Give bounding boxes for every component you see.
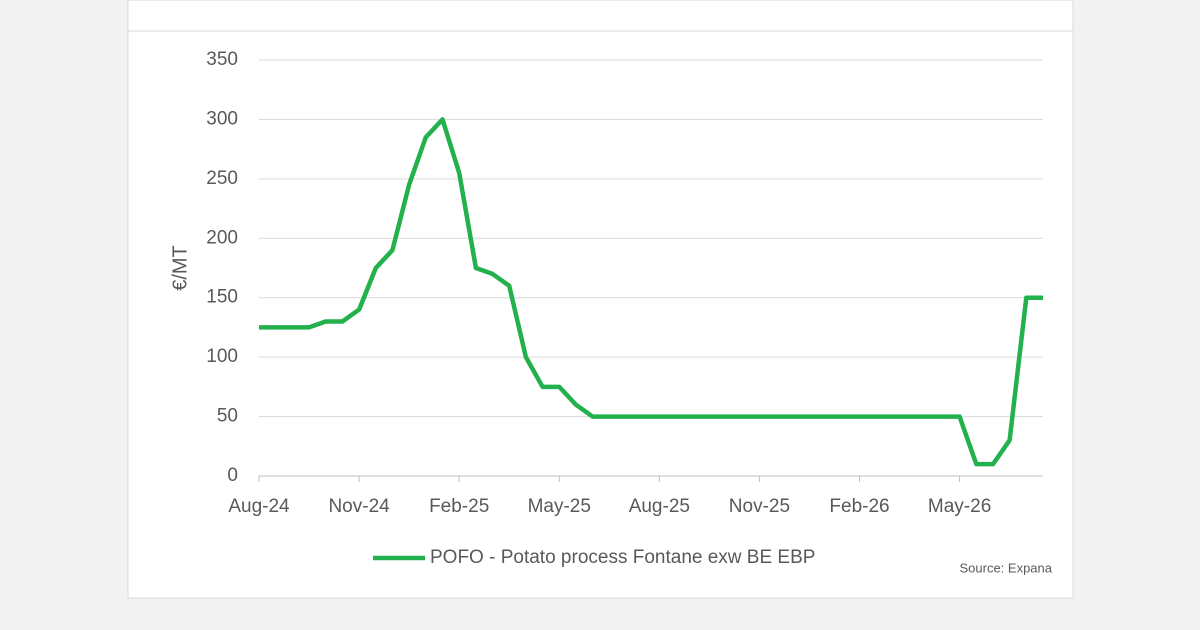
x-tick-label: Nov-24: [328, 496, 390, 517]
x-tick-label: May-25: [528, 496, 591, 517]
y-axis-label: €/MT: [169, 245, 191, 291]
y-tick-label: 200: [206, 227, 238, 248]
x-tick-label: Feb-25: [429, 496, 489, 517]
series-line: [259, 117, 1043, 467]
x-tick-label: Nov-25: [729, 496, 790, 517]
legend-label: POFO - Potato process Fontane exw BE EBP: [430, 547, 815, 568]
y-tick-label: 350: [206, 49, 238, 70]
y-tick-label: 150: [206, 287, 238, 308]
source: Source: Expana: [959, 560, 1052, 575]
x-tick-label: Feb-26: [829, 496, 889, 517]
y-tick-label: 100: [206, 346, 238, 367]
y-tick-label: 0: [227, 465, 238, 486]
x-tick-label: May-26: [928, 496, 991, 517]
x-tick-label: Aug-25: [629, 496, 690, 517]
y-tick-label: 50: [217, 406, 238, 427]
card: [127, 0, 1074, 599]
y-tick-label: 300: [206, 108, 238, 129]
y-tick-label: 250: [206, 168, 238, 189]
x-tick-label: Aug-24: [228, 496, 290, 517]
